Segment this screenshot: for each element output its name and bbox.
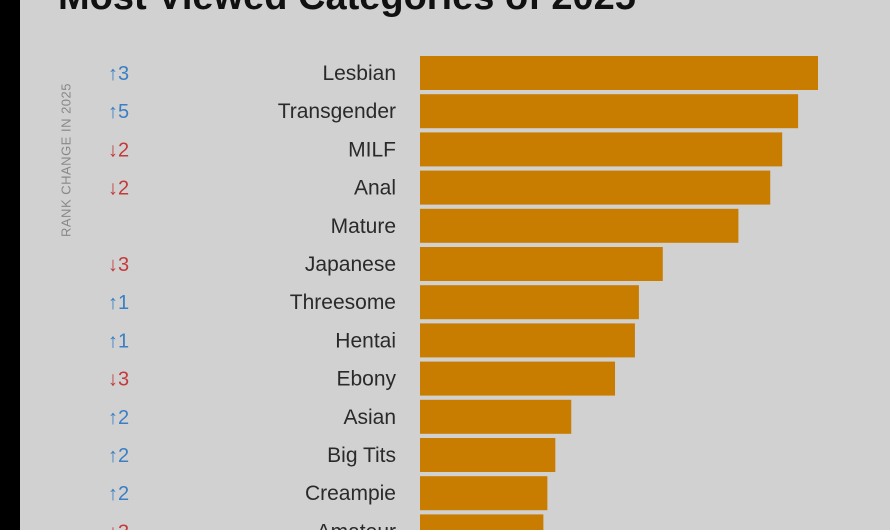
- bar-anal: [420, 170, 771, 205]
- bar-lesbian: [420, 56, 818, 90]
- bar-mature: [420, 208, 739, 243]
- rank-change-label: ↑1: [108, 330, 129, 352]
- category-label: Transgender: [278, 100, 396, 123]
- bar-transgender: [420, 94, 799, 129]
- category-label: Hentai: [335, 329, 396, 352]
- category-label: Mature: [331, 215, 396, 238]
- bar-ebony: [420, 361, 616, 396]
- category-label: Big Tits: [327, 444, 396, 467]
- bar-milf: [420, 132, 783, 167]
- bar-creampie: [420, 476, 548, 511]
- rank-change-label: ↑2: [108, 407, 129, 429]
- rank-change-label: ↑2: [108, 445, 129, 467]
- bar-hentai: [420, 323, 635, 358]
- category-label: Japanese: [305, 253, 396, 276]
- category-label: Threesome: [290, 291, 396, 314]
- category-label: Ebony: [336, 368, 396, 391]
- category-label: Lesbian: [322, 62, 396, 85]
- category-label: Amateur: [317, 520, 396, 530]
- bar-big-tits: [420, 438, 556, 472]
- rank-change-label: ↓3: [108, 254, 129, 276]
- bar-japanese: [420, 247, 663, 281]
- chart-panel: Most Viewed Categories of 2025 RANK CHAN…: [20, 0, 890, 530]
- rank-change-label: ↑5: [108, 101, 129, 123]
- category-label: Creampie: [305, 482, 396, 505]
- category-label: Anal: [354, 177, 396, 200]
- bar-chart: Lesbian ↑3 Transgender ↑5 MILF ↓2 Anal ↓2 Mature…: [108, 56, 818, 530]
- rank-change-label: ↓2: [108, 139, 129, 161]
- bar-amateur: [420, 514, 544, 530]
- rank-change-label: ↑3: [108, 63, 129, 85]
- category-label: MILF: [348, 138, 396, 161]
- rank-change-label: ↑2: [108, 483, 129, 505]
- rank-change-label: ↓3: [108, 369, 129, 391]
- rank-change-label: ↑1: [108, 292, 129, 314]
- category-label: Asian: [343, 406, 396, 429]
- rank-change-label: ↓3: [108, 521, 129, 530]
- rank-change-label: ↓2: [108, 178, 129, 200]
- bar-threesome: [420, 285, 639, 320]
- chart-title: Most Viewed Categories of 2025: [58, 0, 636, 19]
- bar-asian: [420, 399, 572, 434]
